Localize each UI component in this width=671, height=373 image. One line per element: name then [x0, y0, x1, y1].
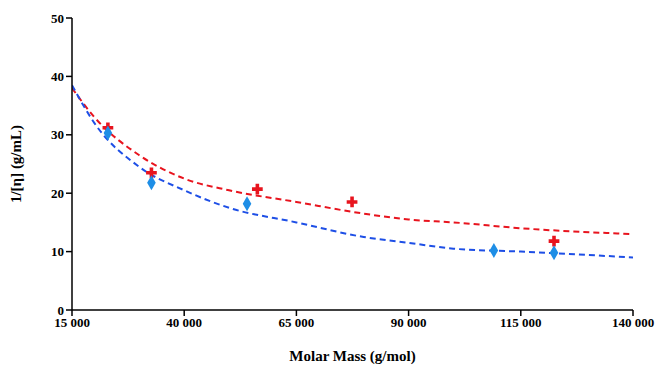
svg-text:50: 50	[51, 11, 64, 26]
svg-text:115 000: 115 000	[500, 315, 542, 330]
svg-text:90 000: 90 000	[391, 315, 427, 330]
svg-text:20: 20	[51, 186, 64, 201]
svg-text:40: 40	[51, 69, 64, 84]
svg-text:1/[η] (g/mL): 1/[η] (g/mL)	[8, 125, 25, 203]
svg-text:10: 10	[51, 244, 64, 259]
svg-text:140 000: 140 000	[612, 315, 654, 330]
svg-text:0: 0	[58, 303, 65, 318]
svg-text:Molar Mass (g/mol): Molar Mass (g/mol)	[289, 348, 415, 365]
svg-text:15 000: 15 000	[54, 315, 90, 331]
svg-text:40 000: 40 000	[166, 315, 202, 330]
svg-text:65 000: 65 000	[279, 315, 315, 330]
svg-text:30: 30	[51, 127, 64, 142]
